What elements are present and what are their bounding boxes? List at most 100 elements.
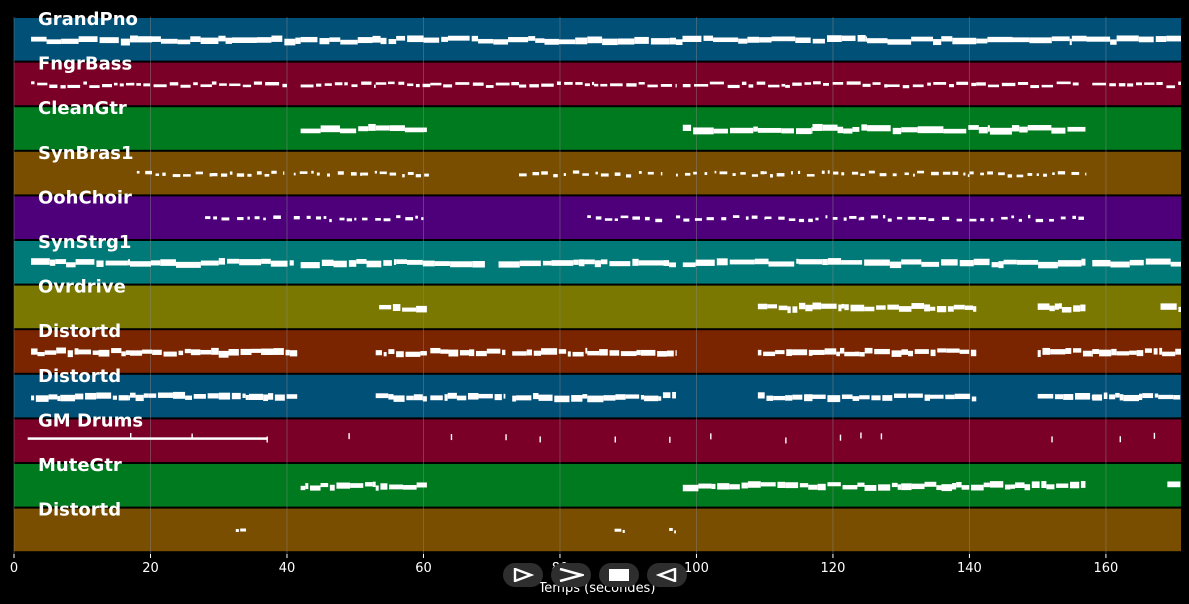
note: [751, 215, 758, 219]
note: [850, 304, 865, 312]
note: [1091, 350, 1093, 357]
note: [669, 527, 673, 531]
note: [575, 82, 583, 85]
note: [573, 259, 579, 265]
note: [864, 485, 877, 491]
note: [422, 396, 427, 402]
note: [1159, 347, 1163, 355]
note-group: [27, 432, 1156, 444]
rewind-icon: [656, 568, 677, 582]
drum-hit: [614, 436, 616, 443]
note: [683, 218, 690, 222]
play-button[interactable]: [503, 563, 543, 587]
note: [413, 394, 423, 401]
stop-button[interactable]: [599, 563, 639, 587]
note: [172, 174, 181, 178]
note: [729, 484, 740, 490]
note: [572, 170, 580, 174]
note: [892, 173, 897, 177]
track-name: GrandPno: [38, 9, 138, 30]
note: [901, 259, 922, 265]
note: [1153, 348, 1158, 355]
note: [383, 218, 391, 222]
note: [519, 260, 541, 267]
note: [1060, 216, 1066, 220]
note: [175, 261, 201, 268]
note: [787, 306, 791, 314]
note: [105, 260, 128, 266]
note: [263, 217, 266, 221]
note: [471, 35, 479, 42]
note: [990, 218, 994, 222]
note: [389, 125, 405, 132]
note: [421, 217, 424, 221]
note: [987, 171, 993, 175]
note: [407, 259, 423, 265]
note: [1070, 481, 1080, 489]
track-lane[interactable]: [14, 285, 1181, 329]
note: [924, 481, 937, 487]
note: [931, 171, 939, 176]
note: [1052, 172, 1055, 175]
note: [148, 393, 157, 398]
note: [812, 123, 823, 131]
note: [447, 392, 457, 399]
note: [832, 217, 838, 220]
note: [251, 348, 262, 353]
note: [969, 218, 977, 222]
rewind-button[interactable]: [647, 563, 687, 587]
note: [415, 215, 418, 219]
note: [806, 174, 815, 177]
note: [379, 304, 392, 310]
note: [868, 170, 875, 174]
track-lane[interactable]: [14, 419, 1181, 462]
note: [674, 530, 676, 534]
note: [311, 170, 314, 174]
forward-button[interactable]: [551, 563, 591, 587]
note: [917, 170, 925, 174]
note: [978, 126, 988, 134]
note: [1166, 85, 1176, 89]
note: [902, 85, 910, 89]
note: [218, 392, 231, 400]
note: [836, 351, 840, 357]
note-group: [31, 258, 1181, 269]
note: [615, 394, 626, 400]
note: [315, 216, 322, 220]
note: [908, 350, 914, 357]
note: [638, 82, 645, 85]
note: [356, 259, 367, 264]
note: [31, 36, 47, 42]
note: [127, 259, 131, 266]
note-group: [379, 302, 1181, 314]
x-tick-label: 40: [279, 561, 296, 576]
note: [709, 81, 724, 85]
note: [185, 395, 192, 400]
note: [1142, 393, 1154, 399]
note: [447, 35, 470, 41]
note: [407, 83, 414, 87]
note: [582, 173, 589, 176]
note: [220, 173, 228, 177]
note: [1085, 172, 1087, 176]
note: [406, 395, 414, 401]
note: [798, 259, 823, 265]
note: [1056, 81, 1071, 85]
note: [46, 39, 62, 45]
note: [1123, 394, 1139, 402]
note: [366, 260, 382, 268]
note: [374, 170, 377, 174]
note: [121, 351, 126, 357]
note: [904, 172, 909, 176]
note: [389, 484, 404, 490]
note: [693, 171, 697, 175]
note: [998, 172, 1005, 176]
note: [374, 84, 376, 88]
note: [289, 260, 294, 266]
note: [273, 348, 284, 355]
x-tick-label: 60: [415, 561, 432, 576]
note-group: [300, 481, 1181, 492]
note: [229, 171, 233, 175]
track-lane[interactable]: [14, 508, 1181, 552]
note: [118, 395, 129, 401]
